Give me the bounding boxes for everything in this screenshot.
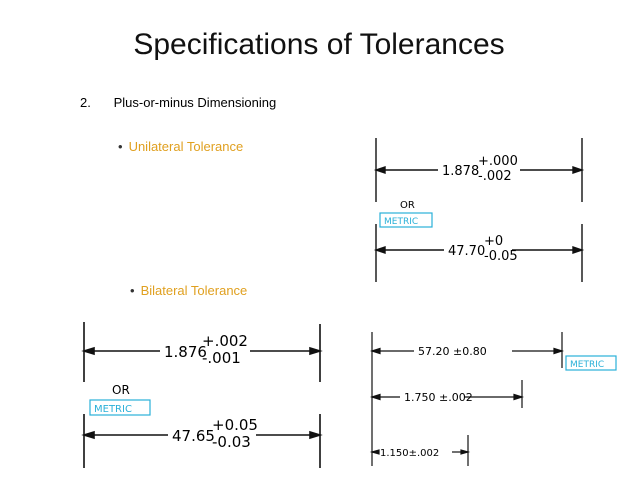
list-item-plus-minus: 2. Plus-or-minus Dimensioning [80,95,276,110]
unilateral-inch-lower: -.002 [478,169,512,184]
unilateral-metric-label: METRIC [384,217,418,227]
unilateral-or-label: OR [400,200,415,211]
bilateral-left-metric-lower: -0.03 [212,433,251,451]
bilateral-left-inch-lower: -.001 [202,349,241,367]
bullet-bilateral: • Bilateral Tolerance [130,283,247,298]
unilateral-metric-value: 47.70 [448,244,485,259]
bilateral-left-inch-upper: +.002 [202,332,248,350]
bilateral-left-metric-box [89,399,151,416]
unilateral-dimension-drawing: 1.878 +.000 -.002 OR METRIC 47.70 +0 -0.… [373,138,585,282]
unilateral-metric-lower: -0.05 [484,249,518,264]
item-text: Plus-or-minus Dimensioning [113,95,277,110]
slide-title: Specifications of Tolerances [133,28,505,61]
bilateral-dimension-drawing-right: 57.20 ±0.80 METRIC 1.750 ±.002 1.150±.00… [369,332,617,466]
bilateral-left-or-label: OR [112,383,130,397]
bullet-dot-icon: • [130,283,135,298]
item-number: 2. [80,95,91,110]
bullet-unilateral: • Unilateral Tolerance [118,139,243,154]
bilateral-right-dim-3: 1.150±.002 [380,448,439,459]
bullet-dot-icon: • [118,139,123,154]
bilateral-left-metric-value: 47.65 [172,427,215,445]
unilateral-metric-upper: +0 [484,234,503,249]
unilateral-inch-value: 1.878 [442,164,479,179]
bilateral-left-inch-value: 1.876 [164,343,207,361]
bilateral-left-metric-label: METRIC [94,404,132,415]
unilateral-inch-upper: +.000 [478,154,518,169]
bilateral-dimension-drawing-left: 1.876 +.002 -.001 OR METRIC 47.65 +0.05 … [81,322,323,468]
bullet-unilateral-label: Unilateral Tolerance [128,139,244,154]
bilateral-right-dim-2: 1.750 ±.002 [404,391,473,404]
bilateral-right-metric-label: METRIC [570,360,604,370]
bilateral-left-metric-upper: +0.05 [212,416,258,434]
bullet-bilateral-label: Bilateral Tolerance [140,283,248,298]
bilateral-right-metric-box [565,355,617,371]
unilateral-metric-box [379,212,433,228]
bilateral-right-metric-dim: 57.20 ±0.80 [418,345,487,358]
